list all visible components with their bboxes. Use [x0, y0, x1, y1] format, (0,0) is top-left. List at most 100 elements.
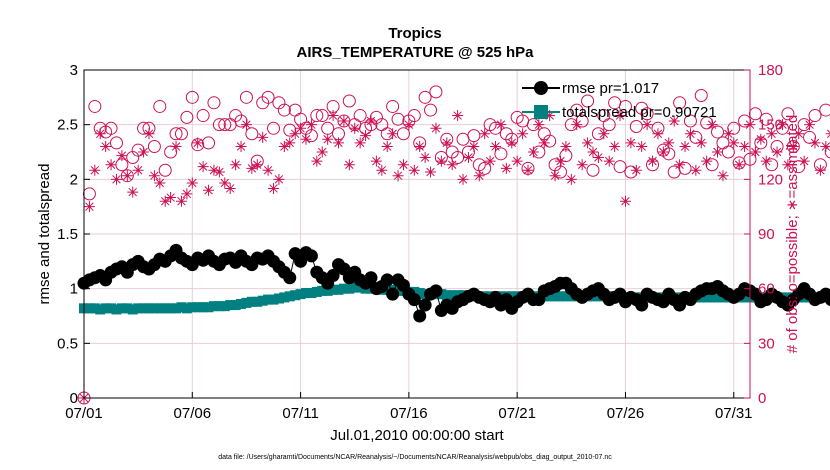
obs-possible-point: [342, 94, 356, 108]
obs-assimilated-point: [257, 131, 269, 143]
legend-rmse-label: rmse pr=1.017: [562, 80, 659, 97]
obs-assimilated-point: [619, 195, 631, 207]
obs-assimilated-point: [305, 119, 317, 131]
totalspread-point: [317, 285, 328, 296]
obs-assimilated-point: [695, 137, 707, 149]
obs-assimilated-point: [598, 128, 610, 140]
obs-assimilated-point: [603, 155, 615, 167]
totalspread-point: [284, 291, 295, 302]
totalspread-point: [263, 294, 274, 305]
x-axis: 07/01 07/06 07/11 07/16 07/21 07/26 07/31: [65, 392, 753, 422]
obs-possible-point: [694, 89, 708, 103]
obs-assimilated-point: [495, 119, 507, 131]
obs-possible-point: [88, 99, 102, 113]
totalspread-point: [311, 286, 322, 297]
obs-possible-point: [158, 163, 172, 177]
totalspread-point: [154, 303, 165, 314]
obs-assimilated-point: [159, 195, 171, 207]
obs-possible-point: [721, 145, 735, 159]
x-tick-label: 07/11: [282, 405, 318, 422]
obs-assimilated-point: [392, 170, 404, 182]
obs-possible-point: [700, 116, 714, 130]
obs-possible-point: [196, 109, 210, 123]
obs-assimilated-point: [506, 137, 518, 149]
totalspread-point: [208, 301, 219, 312]
obs-possible-point: [104, 121, 118, 135]
legend: rmse pr=1.017 totalspread pr=0.90721: [522, 80, 717, 121]
obs-possible-point: [478, 161, 492, 175]
obs-possible-point: [109, 136, 123, 150]
totalspread-point: [555, 291, 566, 302]
obs-assimilated-point: [251, 159, 263, 171]
rmse-point: [429, 284, 443, 298]
totalspread-point: [707, 292, 718, 303]
y-axis-right: 0 30 60 90 120 150 180: [744, 62, 783, 407]
obs-assimilated-point: [511, 155, 523, 167]
obs-possible-point: [245, 127, 259, 141]
obs-assimilated-point: [712, 146, 724, 158]
chart-title-line-2: AIRS_TEMPERATURE @ 525 hPa: [297, 44, 535, 61]
obs-assimilated-point: [441, 137, 453, 149]
obs-possible-point: [581, 94, 595, 108]
rmse-point: [407, 293, 421, 307]
obs-possible-point: [786, 140, 800, 154]
y-right-tick-label: 0: [758, 390, 766, 407]
obs-possible-point: [667, 165, 681, 179]
obs-possible-point: [489, 121, 503, 135]
x-tick-label: 07/26: [607, 405, 645, 422]
totalspread-point: [344, 283, 355, 294]
obs-possible-point: [602, 118, 616, 132]
totalspread-point: [160, 303, 171, 314]
series-rmse: [77, 243, 830, 323]
obs-assimilated-point: [701, 155, 713, 167]
obs-possible-point: [147, 140, 161, 154]
obs-assimilated-point: [614, 110, 626, 122]
obs-assimilated-point: [360, 130, 372, 142]
obs-possible-point: [543, 134, 557, 148]
totalspread-point: [192, 302, 203, 313]
obs-assimilated-point: [517, 128, 529, 140]
legend-totalspread-label: totalspread pr=0.90721: [562, 104, 717, 121]
chart-title-line-1: Tropics: [388, 25, 441, 42]
obs-possible-point: [683, 114, 697, 128]
obs-assimilated-point: [479, 128, 491, 140]
obs-assimilated-point: [674, 159, 686, 171]
obs-assimilated-point: [457, 173, 469, 185]
totalspread-point: [143, 303, 154, 314]
totalspread-point: [106, 303, 117, 314]
obs-possible-point: [586, 163, 600, 177]
obs-possible-point: [467, 129, 481, 143]
obs-possible-point: [174, 127, 188, 141]
obs-assimilated-point: [663, 137, 675, 149]
obs-possible-point: [765, 158, 779, 172]
totalspread-point: [338, 283, 349, 294]
obs-assimilated-point: [127, 186, 139, 198]
obs-assimilated-point: [706, 119, 718, 131]
obs-possible-point: [277, 103, 291, 117]
obs-possible-point: [803, 130, 817, 144]
y-right-tick-label: 90: [758, 226, 775, 243]
obs-assimilated-point: [652, 128, 664, 140]
obs-possible-point: [169, 127, 183, 141]
totalspread-point: [295, 289, 306, 300]
obs-assimilated-point: [354, 137, 366, 149]
obs-assimilated-point: [766, 128, 778, 140]
obs-assimilated-point: [473, 170, 485, 182]
obs-assimilated-point: [349, 122, 361, 134]
totalspread-point: [273, 293, 284, 304]
obs-assimilated-point: [138, 146, 150, 158]
obs-assimilated-point: [332, 137, 344, 149]
obs-assimilated-point: [246, 162, 258, 174]
obs-assimilated-point: [197, 161, 209, 173]
rmse-point: [824, 293, 830, 306]
obs-possible-point: [570, 103, 584, 117]
legend-totalspread-marker: [534, 105, 548, 119]
obs-possible-point: [202, 136, 216, 150]
x-tick-label: 07/16: [390, 405, 428, 422]
obs-assimilated-point: [181, 188, 193, 200]
totalspread-point: [333, 284, 344, 295]
obs-assimilated-point: [219, 177, 231, 189]
obs-possible-point: [418, 90, 432, 104]
totalspread-point: [122, 303, 133, 314]
y-axis-right-label: # of obs: o=possible; ∗=assimilated: [784, 115, 801, 354]
